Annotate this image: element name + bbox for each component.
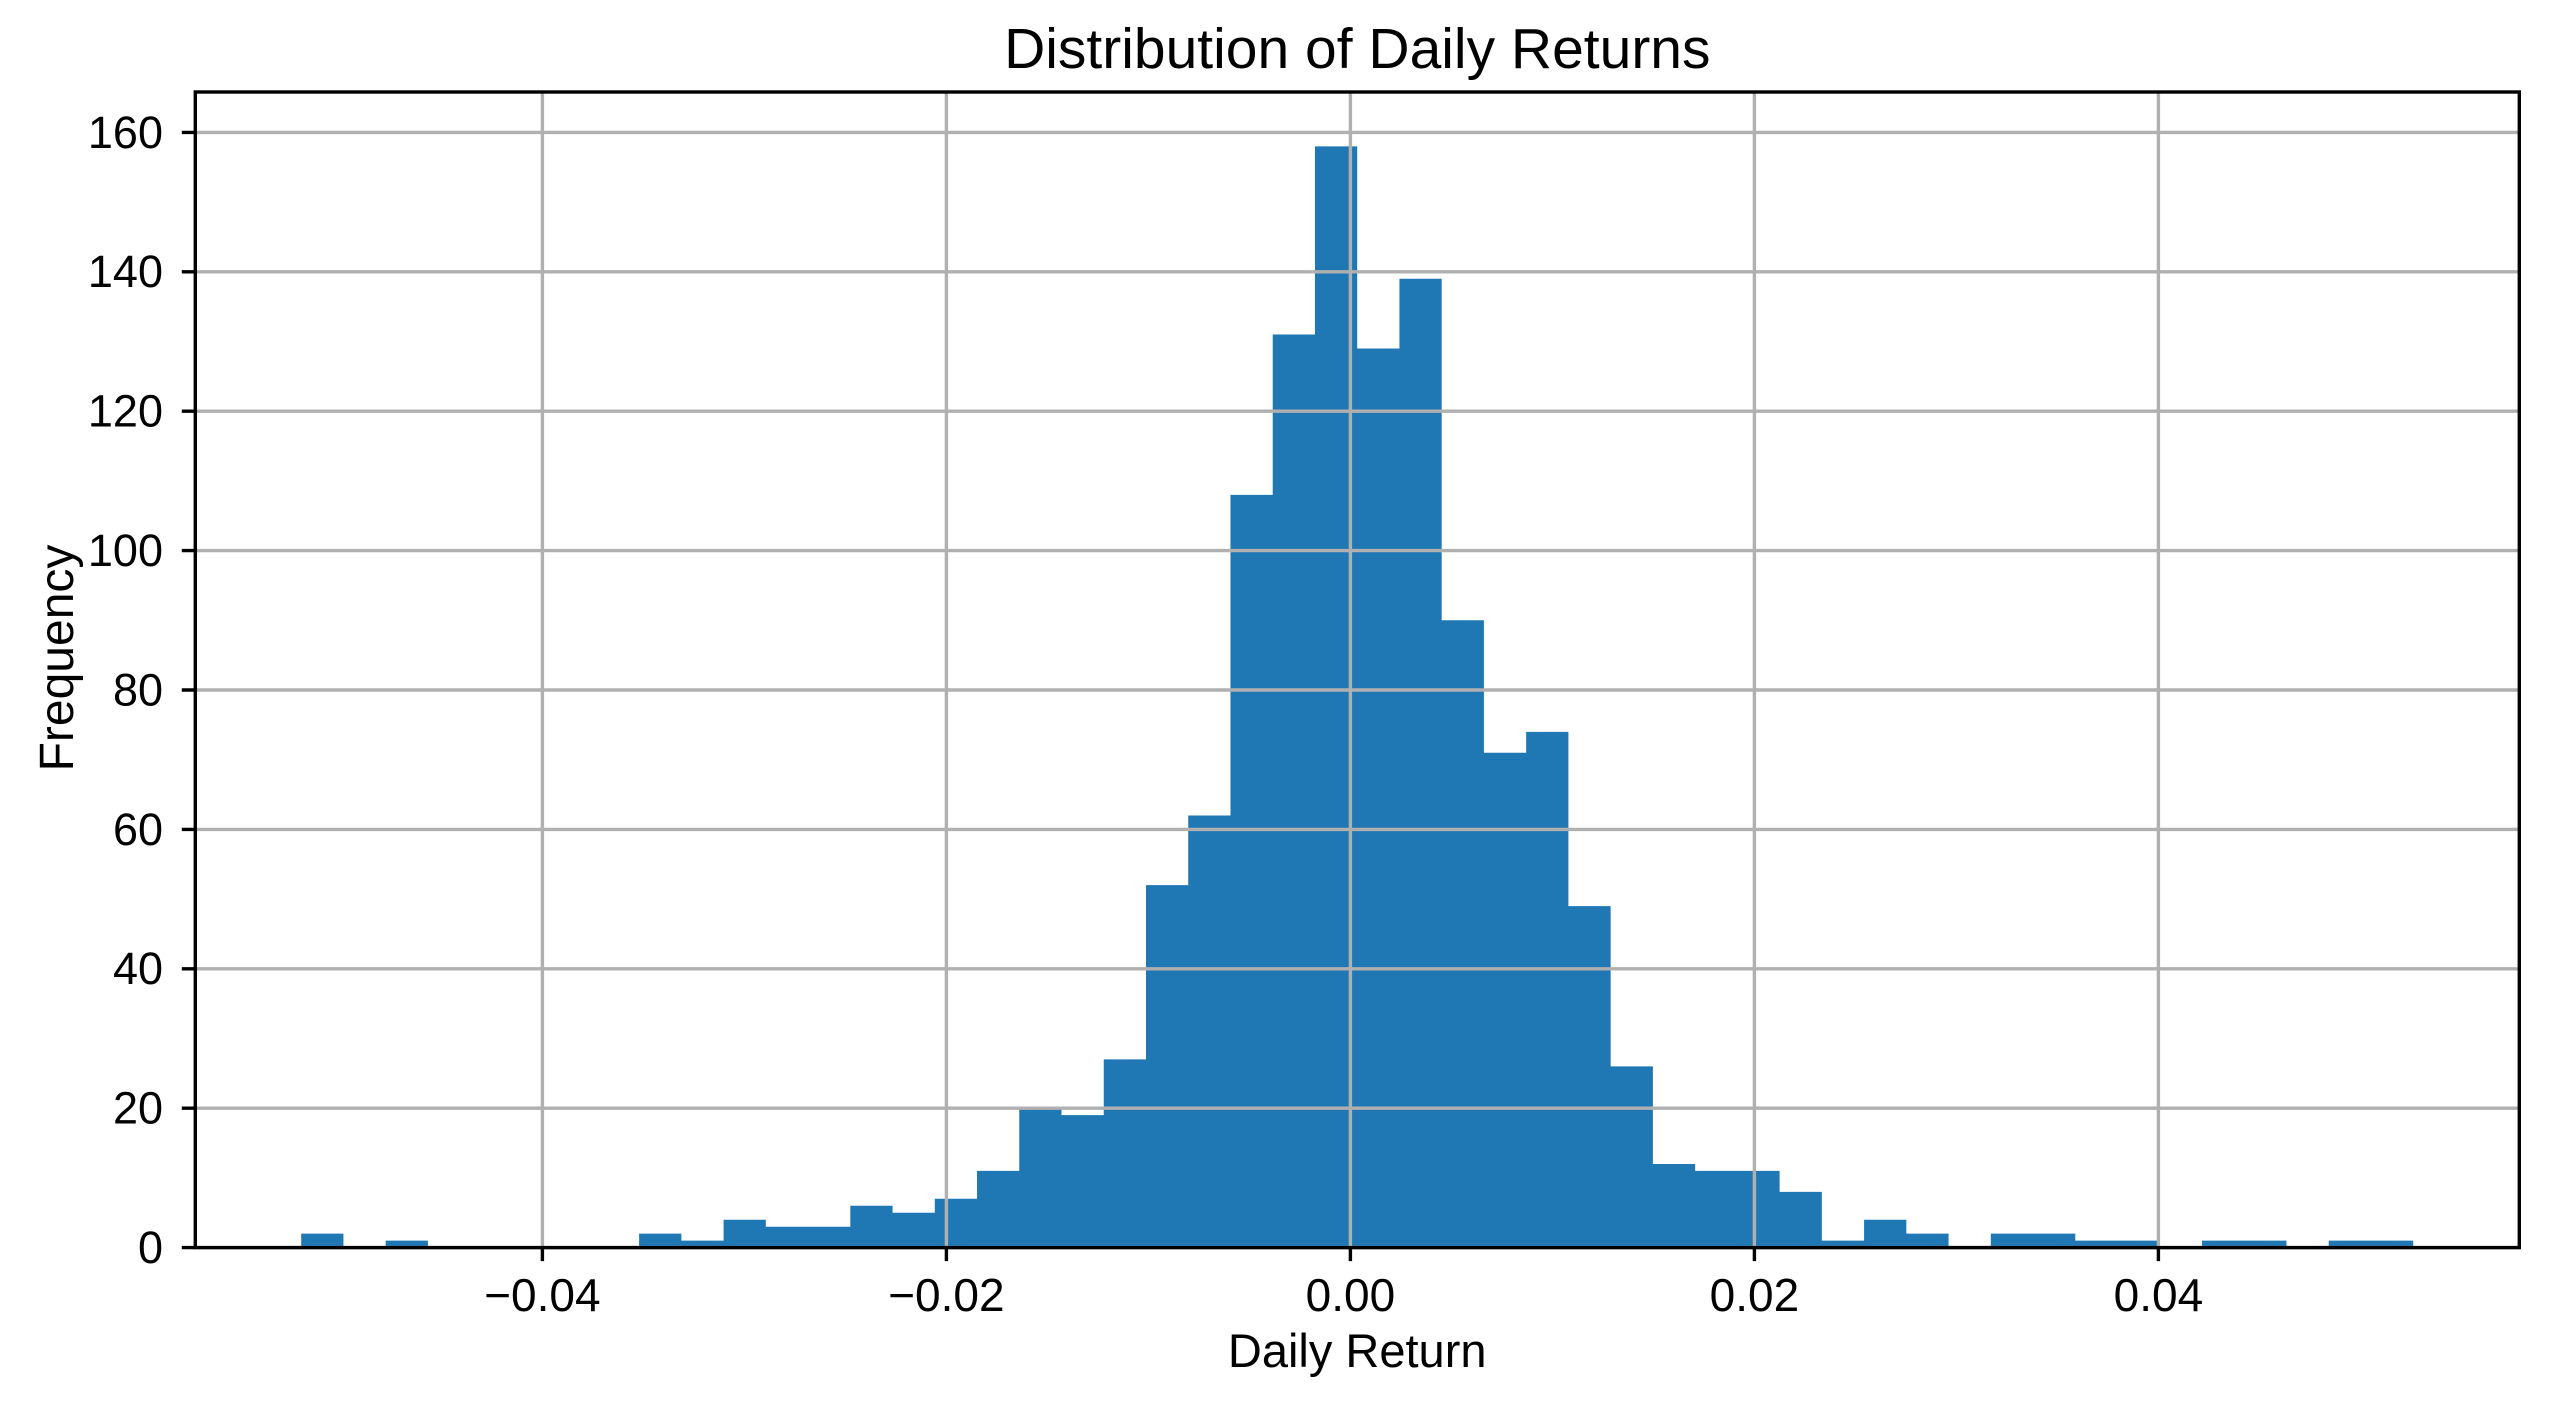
svg-text:20: 20 (113, 1083, 163, 1134)
svg-text:Frequency: Frequency (31, 545, 84, 772)
svg-text:−0.04: −0.04 (484, 1269, 600, 1321)
svg-text:40: 40 (113, 943, 163, 994)
svg-text:160: 160 (88, 107, 163, 158)
svg-text:100: 100 (88, 525, 163, 576)
svg-text:Daily Return: Daily Return (1228, 1324, 1487, 1377)
svg-text:120: 120 (88, 386, 163, 437)
svg-text:0.04: 0.04 (2114, 1269, 2204, 1321)
svg-text:−0.02: −0.02 (888, 1269, 1004, 1321)
svg-text:0.02: 0.02 (1710, 1269, 1800, 1321)
svg-text:0.00: 0.00 (1306, 1269, 1396, 1321)
svg-text:140: 140 (88, 246, 163, 297)
svg-text:Distribution of Daily Returns: Distribution of Daily Returns (1004, 17, 1710, 81)
svg-text:80: 80 (113, 664, 163, 715)
svg-text:0: 0 (138, 1222, 163, 1273)
svg-text:60: 60 (113, 804, 163, 855)
